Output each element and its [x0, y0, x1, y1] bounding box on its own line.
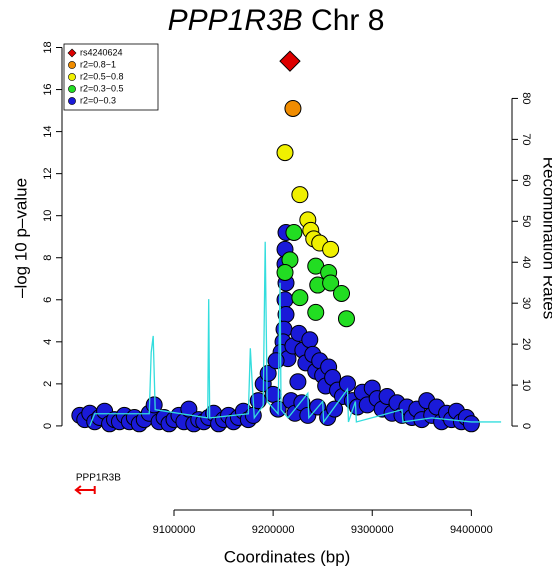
snp-point	[322, 274, 340, 292]
snp-point	[301, 331, 319, 349]
y-tick-label: 8	[42, 255, 54, 261]
y-axis-label: –log 10 p–value	[11, 178, 30, 298]
snp-point	[289, 373, 307, 391]
y2-tick-label: 70	[520, 133, 532, 145]
y2-tick-label: 20	[520, 338, 532, 350]
y-tick-label: 2	[42, 381, 54, 387]
y-tick-label: 10	[42, 210, 54, 222]
snp-point	[276, 144, 294, 162]
y-tick-label: 12	[42, 168, 54, 180]
legend-box	[63, 43, 159, 111]
legend-marker	[68, 73, 76, 81]
legend-label: r2=0−0.3	[80, 95, 116, 105]
y-tick-label: 4	[42, 339, 54, 345]
snp-point	[267, 352, 285, 370]
x-tick-label: 9200000	[252, 524, 295, 536]
x-tick-label: 9400000	[450, 524, 493, 536]
gene-arrow	[74, 485, 82, 495]
legend-label: r2=0.5−0.8	[80, 71, 124, 81]
y2-tick-label: 0	[520, 423, 532, 429]
y-tick-label: 14	[42, 125, 54, 137]
snp-point	[333, 284, 351, 302]
title-gene: PPP1R3B	[168, 4, 303, 37]
legend-label: r2=0.8−1	[80, 59, 116, 69]
y-tick-label: 16	[42, 83, 54, 95]
legend-marker	[67, 48, 77, 58]
x-tick-label: 9100000	[153, 524, 196, 536]
y2-tick-label: 40	[520, 256, 532, 268]
y-tick-label: 0	[42, 423, 54, 429]
y2-tick-label: 30	[520, 297, 532, 309]
snp-point	[249, 392, 267, 410]
snp-point	[285, 224, 303, 242]
chart-title: PPP1R3B Chr 8	[168, 4, 385, 37]
y2-axis-label: Recombination Rates	[540, 157, 552, 320]
x-axis-label: Coordinates (bp)	[224, 547, 351, 566]
y-tick-label: 6	[42, 297, 54, 303]
y2-tick-label: 50	[520, 215, 532, 227]
snp-point	[276, 263, 294, 281]
snp-point	[462, 415, 480, 433]
y2-tick-label: 10	[520, 379, 532, 391]
legend: rs4240624 r2=0.8−1 r2=0.5−0.8 r2=0.3−0.5 r2=…	[63, 43, 159, 111]
legend-label: r2=0.3−0.5	[80, 83, 124, 93]
recombination-line	[89, 241, 502, 427]
snp-point	[307, 303, 325, 321]
legend-marker	[68, 85, 76, 93]
legend-marker	[68, 97, 76, 105]
title-chrom: Chr 8	[311, 4, 384, 37]
snp-point	[291, 186, 309, 204]
snp-point	[284, 99, 302, 117]
legend-marker	[68, 61, 76, 69]
x-tick-label: 9300000	[351, 524, 394, 536]
y-tick-label: 18	[42, 41, 54, 53]
gene-label: PPP1R3B	[76, 473, 121, 484]
snp-point	[279, 50, 301, 72]
y2-tick-label: 60	[520, 174, 532, 186]
y2-tick-label: 80	[520, 92, 532, 104]
snp-point	[291, 289, 309, 307]
snp-point	[322, 240, 340, 258]
legend-label: rs4240624	[80, 47, 123, 57]
snp-point	[337, 310, 355, 328]
